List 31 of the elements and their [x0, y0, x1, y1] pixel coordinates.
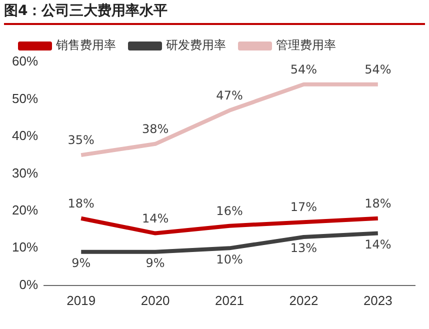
x-tick-label: 2023 [363, 292, 392, 308]
data-label: 16% [216, 204, 243, 218]
data-label: 35% [68, 133, 94, 148]
legend-label: 销售费用率 [55, 38, 116, 52]
y-tick-label: 30% [12, 165, 38, 180]
data-label: 14% [364, 237, 392, 252]
x-tick-label: 2019 [66, 292, 96, 308]
y-tick-label: 60% [12, 54, 38, 69]
data-label: 9% [146, 256, 165, 270]
data-label: 10% [216, 252, 243, 266]
data-label: 18% [364, 196, 392, 211]
data-label: 18% [68, 196, 94, 211]
chart-title: 图4：公司三大费用率水平 [4, 2, 425, 25]
x-tick-label: 2020 [140, 292, 170, 308]
y-tick-label: 40% [12, 128, 38, 144]
y-tick-label: 20% [12, 202, 38, 218]
x-tick-label: 2021 [215, 292, 244, 308]
data-label: 9% [72, 256, 91, 270]
y-tick-label: 10% [12, 240, 38, 255]
data-label: 54% [364, 62, 392, 76]
legend-label: 研发费用率 [166, 38, 226, 52]
data-label: 47% [216, 88, 243, 103]
data-label: 14% [142, 211, 169, 226]
y-tick-label: 50% [12, 90, 38, 106]
x-tick-label: 2022 [289, 292, 318, 308]
data-label: 38% [142, 122, 169, 136]
data-label: 54% [290, 62, 318, 76]
y-tick-label: 0% [19, 276, 38, 292]
data-label: 13% [290, 241, 318, 256]
legend-label: 管理费用率 [276, 38, 336, 52]
data-label: 17% [290, 200, 318, 214]
